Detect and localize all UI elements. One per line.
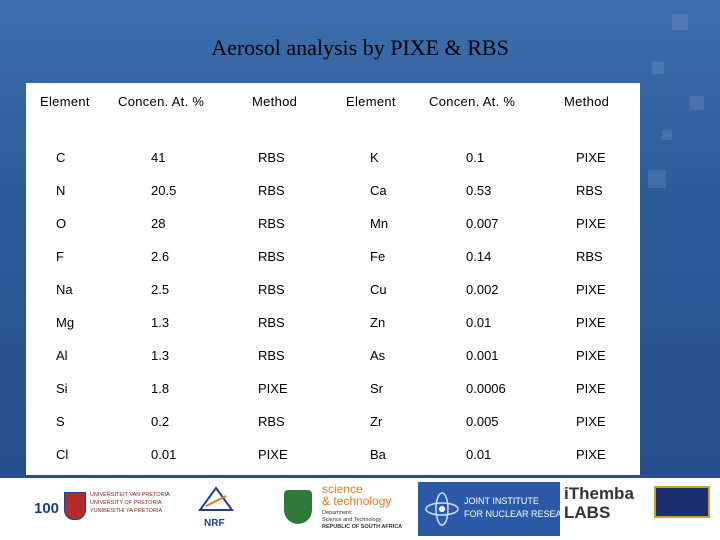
method-cell: RBS [258, 282, 285, 297]
table-row: F 2.6 RBS Fe 0.14 RBS [26, 240, 640, 273]
decorative-square [648, 170, 666, 188]
decorative-square [662, 130, 672, 140]
header-cell: Concen. At. % [429, 94, 516, 109]
method-cell: RBS [258, 183, 285, 198]
header-cell: Element [40, 94, 90, 109]
method-cell: PIXE [576, 315, 606, 330]
method-cell: PIXE [576, 414, 606, 429]
concentration-cell: 2.6 [151, 249, 170, 264]
table-row: Al 1.3 RBS As 0.001 PIXE [26, 339, 640, 372]
header-cell: Element [346, 94, 396, 109]
element-cell: C [56, 150, 66, 165]
element-cell: Fe [370, 249, 386, 264]
table-row: Si 1.8 PIXE Sr 0.0006 PIXE [26, 372, 640, 405]
university-of-pretoria-logo: 100 UNIVERSITEIT VAN PRETORIA UNIVERSITY… [30, 482, 190, 536]
concentration-cell: 0.002 [466, 282, 499, 297]
element-cell: F [56, 249, 64, 264]
decorative-square [690, 96, 704, 110]
university-crest-logo [648, 482, 712, 536]
element-cell: Mg [56, 315, 75, 330]
concentration-cell: 20.5 [151, 183, 177, 198]
element-cell: Zn [370, 315, 386, 330]
method-cell: PIXE [258, 447, 288, 462]
method-cell: RBS [258, 414, 285, 429]
decorative-square [652, 62, 664, 74]
method-cell: RBS [258, 348, 285, 363]
atom-icon [425, 492, 459, 526]
method-cell: PIXE [576, 150, 606, 165]
method-cell: PIXE [576, 348, 606, 363]
crest-icon [64, 492, 86, 520]
method-cell: RBS [576, 183, 603, 198]
element-cell: Ca [370, 183, 387, 198]
method-cell: RBS [576, 249, 603, 264]
method-cell: RBS [258, 216, 285, 231]
concentration-cell: 0.01 [151, 447, 177, 462]
concentration-cell: 0.001 [466, 348, 499, 363]
concentration-cell: 0.005 [466, 414, 499, 429]
element-cell: K [370, 150, 379, 165]
header-cell: Method [564, 94, 610, 109]
table-row: N 20.5 RBS Ca 0.53 RBS [26, 174, 640, 207]
method-cell: PIXE [576, 447, 606, 462]
method-cell: PIXE [258, 381, 288, 396]
table-row: Na 2.5 RBS Cu 0.002 PIXE [26, 273, 640, 306]
concentration-cell: 0.01 [466, 447, 492, 462]
nrf-star-icon [198, 486, 234, 511]
method-cell: PIXE [576, 381, 606, 396]
slide-title: Aerosol analysis by PIXE & RBS [211, 35, 509, 60]
element-cell: Sr [370, 381, 383, 396]
element-cell: Al [56, 348, 68, 363]
concentration-cell: 41 [151, 150, 166, 165]
table-row: Mg 1.3 RBS Zn 0.01 PIXE [26, 306, 640, 339]
table-row: S 0.2 RBS Zr 0.005 PIXE [26, 405, 640, 438]
method-cell: PIXE [576, 282, 606, 297]
concentration-cell: 0.01 [466, 315, 492, 330]
concentration-cell: 0.14 [466, 249, 492, 264]
dst-logo: science & technology Department: Science… [282, 482, 417, 536]
table-row: C 41 RBS K 0.1 PIXE [26, 141, 640, 174]
concentration-cell: 1.3 [151, 315, 170, 330]
element-cell: N [56, 183, 66, 198]
element-cell: O [56, 216, 67, 231]
method-cell: RBS [258, 150, 285, 165]
header-cell: Concen. At. % [118, 94, 205, 109]
header-cell: Method [252, 94, 298, 109]
concentration-cell: 0.007 [466, 216, 499, 231]
element-cell: Mn [370, 216, 389, 231]
concentration-cell: 28 [151, 216, 166, 231]
jinr-logo: JOINT INSTITUTE FOR NUCLEAR RESEARCH [418, 482, 581, 536]
table-row: Cl 0.01 PIXE Ba 0.01 PIXE [26, 438, 640, 471]
concentration-cell: 0.0006 [466, 381, 506, 396]
data-table: Element Concen. At. % Method Element Con… [26, 83, 640, 475]
concentration-cell: 1.3 [151, 348, 170, 363]
method-cell: RBS [258, 249, 285, 264]
nrf-logo: NRF [192, 482, 240, 536]
element-cell: As [370, 348, 386, 363]
element-cell: Ba [370, 447, 386, 462]
element-cell: Cl [56, 447, 69, 462]
concentration-cell: 0.1 [466, 150, 485, 165]
table-header-row: Element Concen. At. % Method Element Con… [26, 85, 640, 118]
element-cell: Na [56, 282, 73, 297]
concentration-cell: 0.2 [151, 414, 170, 429]
concentration-cell: 1.8 [151, 381, 170, 396]
method-cell: RBS [258, 315, 285, 330]
crest-icon [654, 486, 710, 518]
ithemba-labs-logo: iThemba LABS [564, 484, 634, 522]
logo-strip: 100 UNIVERSITEIT VAN PRETORIA UNIVERSITY… [0, 478, 720, 540]
table-row: O 28 RBS Mn 0.007 PIXE [26, 207, 640, 240]
element-cell: S [56, 414, 65, 429]
concentration-cell: 0.53 [466, 183, 492, 198]
element-cell: Zr [370, 414, 383, 429]
element-cell: Cu [370, 282, 387, 297]
method-cell: PIXE [576, 216, 606, 231]
decorative-square [672, 14, 688, 30]
element-cell: Si [56, 381, 68, 396]
concentration-cell: 2.5 [151, 282, 170, 297]
coat-of-arms-icon [284, 490, 312, 524]
